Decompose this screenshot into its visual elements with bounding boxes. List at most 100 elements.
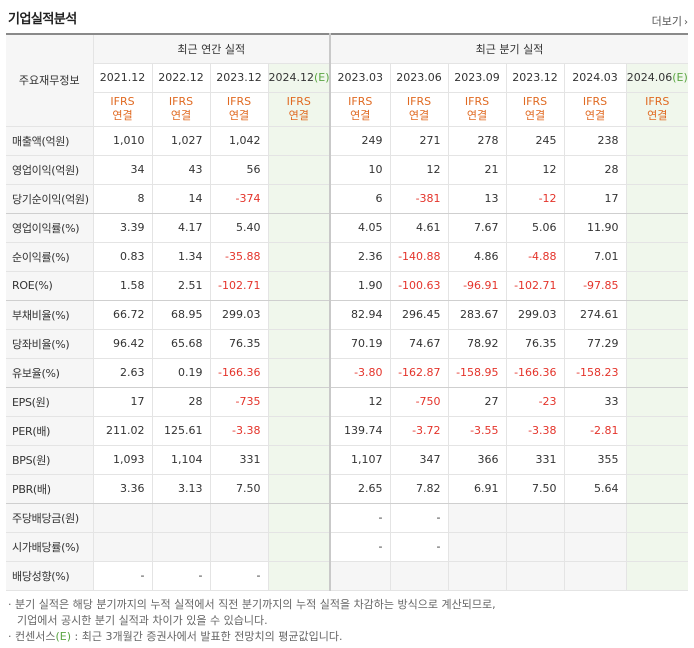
table-cell: 274.61 xyxy=(564,300,627,330)
table-cell xyxy=(626,271,689,301)
table-cell: 12 xyxy=(329,387,391,417)
table-cell: -3.38 xyxy=(210,416,269,446)
table-cell: 78.92 xyxy=(448,329,507,359)
estimate-mark: (E) xyxy=(672,71,688,84)
table-cell: 3.36 xyxy=(93,474,153,504)
table-cell: 299.03 xyxy=(506,300,565,330)
table-row: 부채비율(%) 66.72 68.95 299.03 82.94 296.45 283.67… xyxy=(6,300,689,330)
table-cell: 65.68 xyxy=(152,329,211,359)
table-cell: 13 xyxy=(448,184,507,214)
footnote-2: · 컨센서스(E) : 최근 3개월간 증권사에서 발표한 전망치의 평균값입니… xyxy=(8,630,343,643)
row-label: EPS(원) xyxy=(6,387,94,417)
table-cell: -750 xyxy=(390,387,449,417)
table-cell: -3.80 xyxy=(329,358,391,388)
table-row: 시가배당률(%) - - xyxy=(6,532,689,562)
table-cell xyxy=(626,474,689,504)
table-row: 순이익률(%) 0.83 1.34 -35.88 2.36 -140.88 4.86 -4.8… xyxy=(6,242,689,272)
table-cell: 1,093 xyxy=(93,445,153,475)
ifrs-label: IFRS 연결 xyxy=(448,92,507,127)
table-cell: 0.19 xyxy=(152,358,211,388)
table-cell: -166.36 xyxy=(506,358,565,388)
table-cell: 82.94 xyxy=(329,300,391,330)
table-cell: -3.38 xyxy=(506,416,565,446)
table-cell xyxy=(564,503,627,533)
ifrs-label: IFRS 연결 xyxy=(329,92,391,127)
table-cell xyxy=(93,532,153,562)
row-header-title: 주요재무정보 xyxy=(6,34,94,127)
table-cell: 7.50 xyxy=(506,474,565,504)
period-header: 2024.12(E) xyxy=(268,63,331,93)
table-cell: 14 xyxy=(152,184,211,214)
table-cell xyxy=(268,300,331,330)
table-cell: - xyxy=(152,561,211,591)
table-cell: -158.95 xyxy=(448,358,507,388)
table-cell: 278 xyxy=(448,126,507,156)
row-label: PER(배) xyxy=(6,416,94,446)
row-label: 매출액(억원) xyxy=(6,126,94,156)
row-label: PBR(배) xyxy=(6,474,94,504)
ifrs-label: IFRS 연결 xyxy=(93,92,153,127)
table-cell: -374 xyxy=(210,184,269,214)
group-quarterly: 최근 분기 실적 xyxy=(329,34,689,64)
table-cell xyxy=(626,184,689,214)
table-cell xyxy=(626,213,689,243)
table-cell: 238 xyxy=(564,126,627,156)
table-cell xyxy=(626,445,689,475)
table-cell: -35.88 xyxy=(210,242,269,272)
period-header: 2023.09 xyxy=(448,63,507,93)
table-cell xyxy=(268,329,331,359)
table-cell: 347 xyxy=(390,445,449,475)
table-cell: 8 xyxy=(93,184,153,214)
table-cell xyxy=(268,155,331,185)
table-row: 영업이익률(%) 3.39 4.17 5.40 4.05 4.61 7.67 5.06 11.9… xyxy=(6,213,689,243)
table-cell: 6.91 xyxy=(448,474,507,504)
table-cell: 4.05 xyxy=(329,213,391,243)
table-body: 매출액(억원) 1,010 1,027 1,042 249 271 278 245 238 영업이… xyxy=(6,126,689,591)
estimate-mark: (E) xyxy=(314,71,330,84)
row-label: 당기순이익(억원) xyxy=(6,184,94,214)
section-header: 기업실적분석 더보기 › xyxy=(0,0,694,34)
table-row: 유보율(%) 2.63 0.19 -166.36 -3.80 -162.87 -158.95… xyxy=(6,358,689,388)
table-cell: -158.23 xyxy=(564,358,627,388)
row-label: 유보율(%) xyxy=(6,358,94,388)
table-cell xyxy=(626,532,689,562)
table-cell: 56 xyxy=(210,155,269,185)
table-cell xyxy=(626,416,689,446)
footnotes: · 분기 실적은 해당 분기까지의 누적 실적에서 직전 분기까지의 누적 실적… xyxy=(8,597,688,645)
table-row: 영업이익(억원) 34 43 56 10 12 21 12 28 xyxy=(6,155,689,185)
table-cell xyxy=(626,561,689,591)
ifrs-label: IFRS 연결 xyxy=(152,92,211,127)
table-cell xyxy=(268,445,331,475)
table-cell: -4.88 xyxy=(506,242,565,272)
row-label: 영업이익률(%) xyxy=(6,213,94,243)
table-cell: 33 xyxy=(564,387,627,417)
table-cell: 7.67 xyxy=(448,213,507,243)
table-cell: -102.71 xyxy=(210,271,269,301)
table-cell: 4.61 xyxy=(390,213,449,243)
footnote-1-cont: 기업에서 공시한 분기 실적과 차이가 있을 수 있습니다. xyxy=(17,614,268,627)
table-cell: -2.81 xyxy=(564,416,627,446)
row-label: BPS(원) xyxy=(6,445,94,475)
table-cell xyxy=(448,561,507,591)
table-cell: 2.63 xyxy=(93,358,153,388)
table-cell: 3.39 xyxy=(93,213,153,243)
ifrs-label: IFRS 연결 xyxy=(390,92,449,127)
table-cell: 76.35 xyxy=(506,329,565,359)
table-cell: 2.51 xyxy=(152,271,211,301)
table-cell xyxy=(564,561,627,591)
table-cell: 1.58 xyxy=(93,271,153,301)
table-cell: 21 xyxy=(448,155,507,185)
table-cell: 125.61 xyxy=(152,416,211,446)
table-cell xyxy=(626,155,689,185)
more-link[interactable]: 더보기 › xyxy=(651,15,688,28)
row-label: 부채비율(%) xyxy=(6,300,94,330)
period-header: 2023.03 xyxy=(329,63,391,93)
table-cell: 12 xyxy=(390,155,449,185)
table-cell: 1,010 xyxy=(93,126,153,156)
ifrs-label: IFRS 연결 xyxy=(564,92,627,127)
table-cell xyxy=(626,387,689,417)
table-cell xyxy=(268,474,331,504)
table-cell: -102.71 xyxy=(506,271,565,301)
table-cell: 211.02 xyxy=(93,416,153,446)
table-cell xyxy=(329,561,391,591)
